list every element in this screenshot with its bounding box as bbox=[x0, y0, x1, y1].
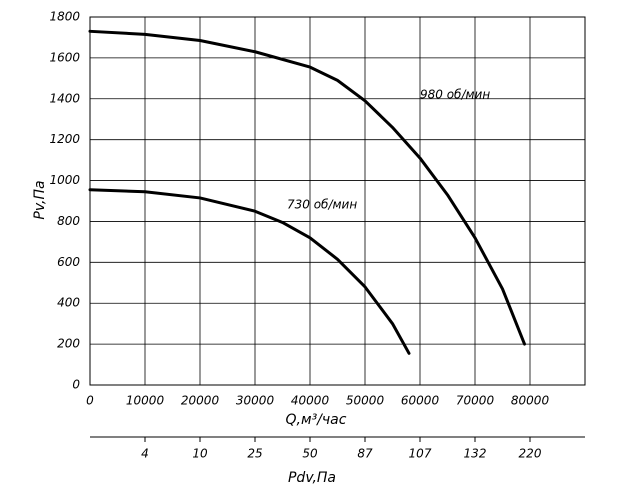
series-label: 730 об/мин bbox=[287, 198, 357, 212]
x-tick-label: 0 bbox=[86, 394, 94, 408]
x-tick-label: 60000 bbox=[401, 394, 440, 408]
y-tick-label: 1200 bbox=[49, 132, 80, 146]
y-tick-label: 1800 bbox=[49, 10, 80, 24]
curve bbox=[88, 29, 526, 346]
x2-tick-label: 87 bbox=[357, 447, 373, 461]
y-tick-label: 800 bbox=[57, 214, 80, 228]
series-label: 980 об/мин bbox=[420, 88, 490, 102]
x2-tick-label: 10 bbox=[192, 447, 208, 461]
x-tick-label: 20000 bbox=[181, 394, 220, 408]
x2-axis-label: Pdv,Па bbox=[288, 470, 336, 486]
x2-tick-label: 220 bbox=[519, 447, 542, 461]
x2-tick-label: 107 bbox=[409, 447, 432, 461]
y-tick-label: 200 bbox=[57, 337, 80, 351]
y-tick-label: 1600 bbox=[49, 50, 80, 64]
y-tick-label: 600 bbox=[57, 255, 80, 269]
x2-tick-label: 4 bbox=[141, 447, 149, 461]
x-axis-label: Q,м³/час bbox=[286, 412, 347, 428]
y-tick-label: 1000 bbox=[49, 173, 80, 187]
y-axis-label: Pv,Па bbox=[32, 180, 48, 219]
x2-tick-label: 50 bbox=[302, 447, 318, 461]
x-tick-label: 10000 bbox=[126, 394, 165, 408]
curve bbox=[88, 188, 411, 355]
x-tick-label: 70000 bbox=[456, 394, 495, 408]
x-tick-label: 80000 bbox=[511, 394, 550, 408]
y-tick-label: 1400 bbox=[49, 91, 80, 105]
x2-tick-label: 25 bbox=[247, 447, 262, 461]
x2-tick-label: 132 bbox=[464, 447, 487, 461]
y-tick-label: 0 bbox=[72, 378, 80, 392]
y-tick-label: 400 bbox=[57, 296, 80, 310]
x-tick-label: 50000 bbox=[346, 394, 385, 408]
x-tick-label: 30000 bbox=[236, 394, 275, 408]
x-tick-label: 40000 bbox=[291, 394, 330, 408]
